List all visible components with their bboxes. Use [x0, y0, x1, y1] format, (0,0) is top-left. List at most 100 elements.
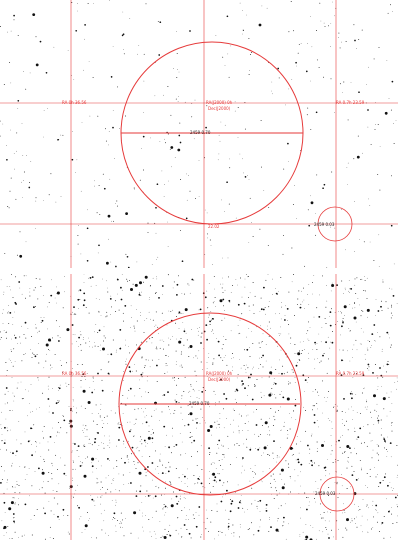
star: [81, 532, 83, 533]
star: [366, 367, 368, 369]
star: [377, 174, 379, 176]
star: [58, 387, 61, 390]
star: [24, 431, 26, 433]
star: [116, 205, 118, 207]
star: [352, 348, 354, 350]
star: [55, 402, 58, 405]
bottom-small-circle: [319, 476, 355, 512]
star: [230, 502, 233, 505]
star: [163, 341, 165, 342]
star: [98, 244, 100, 247]
star: [307, 497, 309, 498]
star: [389, 287, 391, 289]
star: [226, 418, 227, 419]
star: [196, 381, 197, 382]
star: [178, 378, 180, 379]
star: [49, 350, 51, 351]
star: [353, 316, 357, 320]
star: [155, 348, 157, 349]
star: [291, 455, 293, 456]
star: [173, 281, 175, 283]
star: [125, 253, 127, 255]
star: [331, 284, 335, 287]
star: [304, 308, 305, 309]
star: [188, 391, 189, 393]
star: [179, 433, 181, 434]
star: [295, 398, 296, 400]
star: [36, 353, 38, 355]
star: [128, 440, 129, 442]
star: [28, 468, 30, 469]
star: [7, 525, 9, 527]
star: [389, 482, 391, 483]
star: [83, 69, 84, 71]
star: [358, 506, 359, 507]
star: [313, 491, 315, 493]
star: [197, 418, 199, 419]
star: [14, 396, 15, 397]
star: [27, 440, 30, 443]
star: [2, 323, 4, 324]
star: [206, 338, 209, 341]
star: [176, 361, 177, 363]
star: [373, 260, 375, 262]
star: [76, 407, 77, 409]
star: [214, 538, 215, 540]
star: [381, 386, 382, 387]
star: [148, 311, 150, 313]
star: [110, 76, 113, 78]
star: [338, 439, 340, 442]
star: [267, 325, 269, 327]
star: [110, 410, 112, 412]
star: [354, 503, 355, 505]
star: [205, 422, 206, 424]
star: [242, 33, 243, 35]
star: [259, 519, 261, 521]
star: [308, 358, 310, 359]
star: [347, 460, 349, 462]
star: [87, 209, 88, 211]
star: [19, 492, 21, 494]
star: [218, 473, 220, 475]
star: [341, 359, 343, 362]
star: [215, 402, 216, 403]
star: [0, 466, 2, 467]
star: [14, 311, 15, 313]
star: [156, 278, 158, 280]
star: [98, 329, 101, 332]
star: [180, 364, 182, 366]
star: [17, 108, 19, 109]
star: [258, 342, 260, 344]
star: [78, 336, 80, 339]
star: [101, 486, 103, 488]
star: [150, 318, 151, 320]
star: [142, 372, 144, 374]
star: [360, 442, 362, 444]
star: [347, 119, 349, 121]
star: [16, 387, 18, 389]
star: [48, 449, 50, 451]
star: [364, 354, 366, 355]
star: [311, 46, 313, 48]
star: [391, 430, 393, 432]
star: [158, 473, 159, 474]
star: [294, 480, 296, 482]
star: [218, 531, 219, 533]
star: [15, 502, 16, 503]
star: [143, 530, 144, 532]
star: [202, 387, 204, 388]
star: [35, 451, 36, 453]
star: [334, 112, 335, 113]
star: [1, 428, 2, 429]
star: [156, 259, 157, 260]
star: [281, 429, 283, 431]
star: [170, 413, 171, 415]
star: [101, 427, 103, 429]
star: [44, 538, 46, 540]
star: [59, 360, 61, 361]
star: [352, 377, 354, 378]
star: [135, 447, 137, 449]
star: [225, 355, 226, 356]
star: [155, 324, 157, 326]
star: [209, 239, 211, 241]
